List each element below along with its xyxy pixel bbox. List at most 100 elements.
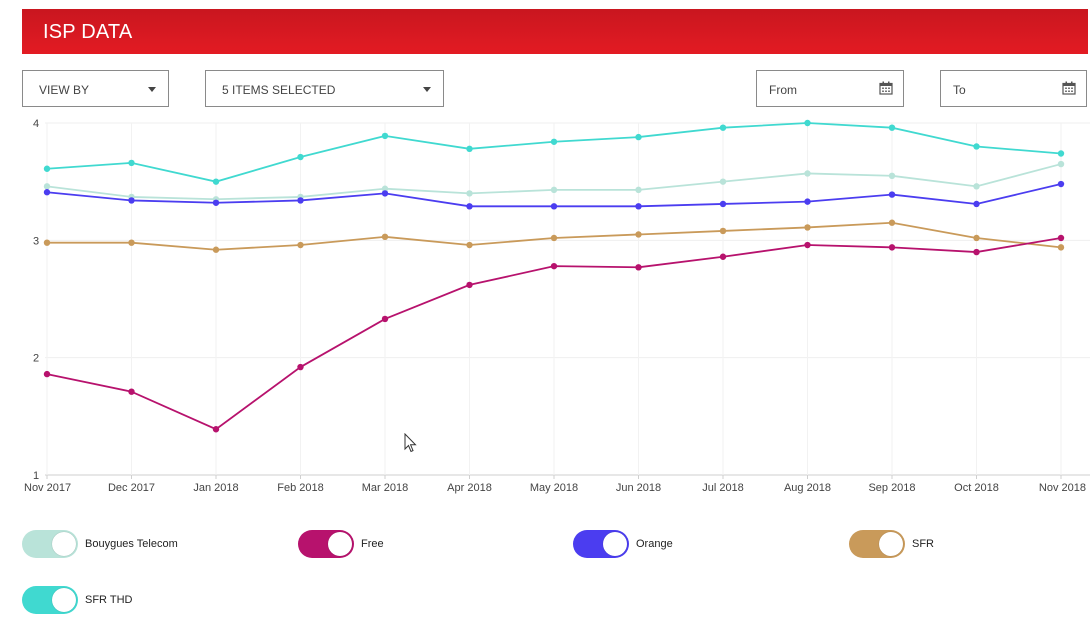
legend-item-sfr[interactable]: SFR <box>849 530 934 558</box>
data-point-free <box>297 363 304 371</box>
data-point-sfr-thd <box>466 145 473 153</box>
toggle-knob <box>52 532 76 556</box>
calendar-icon[interactable] <box>1062 81 1076 95</box>
data-point-free <box>212 426 220 433</box>
data-point-sfr-thd <box>1057 150 1065 157</box>
legend-item-free[interactable]: Free <box>298 530 384 558</box>
data-point-sfr-thd <box>297 153 304 161</box>
data-point-sfr <box>973 234 980 242</box>
view-by-dropdown[interactable]: VIEW BY <box>22 70 169 107</box>
data-point-sfr <box>43 239 51 246</box>
chevron-down-icon <box>423 87 431 92</box>
data-point-sfr-thd <box>128 159 135 167</box>
legend-label: Bouygues Telecom <box>85 538 178 550</box>
data-point-orange <box>297 197 304 204</box>
data-point-sfr-thd <box>973 143 980 150</box>
data-point-orange <box>466 203 473 210</box>
data-point-free <box>466 281 473 289</box>
legend-label: SFR THD <box>85 594 133 606</box>
data-point-orange <box>888 191 896 198</box>
data-point-orange <box>381 190 389 197</box>
data-point-sfr-thd <box>550 138 558 145</box>
data-point-bouygues-telecom <box>466 190 473 197</box>
data-point-sfr <box>719 227 727 235</box>
to-date-input[interactable]: To <box>940 70 1087 107</box>
y-tick-label: 1 <box>33 470 39 482</box>
data-point-orange <box>719 200 727 208</box>
data-point-orange <box>804 198 811 205</box>
x-tick-label: Apr 2018 <box>447 482 492 494</box>
page-title: ISP DATA <box>43 21 133 43</box>
x-tick-label: Dec 2017 <box>108 482 155 494</box>
data-point-sfr <box>550 234 558 242</box>
x-tick-label: Sep 2018 <box>868 482 915 494</box>
data-point-sfr <box>804 224 811 231</box>
data-point-bouygues-telecom <box>635 186 642 194</box>
data-point-sfr <box>466 241 473 249</box>
data-point-free <box>43 370 51 378</box>
data-point-bouygues-telecom <box>719 178 727 185</box>
data-point-free <box>128 388 135 395</box>
data-point-bouygues-telecom <box>888 172 896 179</box>
legend-item-bouygues-telecom[interactable]: Bouygues Telecom <box>22 530 178 558</box>
toggle-knob <box>879 532 903 556</box>
data-point-bouygues-telecom <box>550 186 558 194</box>
toggle-knob <box>328 532 352 556</box>
data-point-bouygues-telecom <box>804 170 811 177</box>
data-point-sfr-thd <box>804 119 811 127</box>
legend-item-orange[interactable]: Orange <box>573 530 673 558</box>
y-tick-label: 4 <box>33 118 39 130</box>
data-point-sfr-thd <box>43 165 51 172</box>
x-tick-label: Nov 2017 <box>24 482 71 494</box>
calendar-icon[interactable] <box>879 81 893 95</box>
data-point-bouygues-telecom <box>973 183 980 190</box>
items-selected-dropdown[interactable]: 5 ITEMS SELECTED <box>205 70 444 107</box>
from-date-input[interactable]: From <box>756 70 904 107</box>
toggle-switch[interactable] <box>22 530 78 558</box>
line-chart: 1 2 3 4 Nov 2017 Dec 2017 Jan 2018 Feb 2018 Mar … <box>24 118 1090 494</box>
x-tick-label: Feb 2018 <box>277 482 323 494</box>
toggle-knob <box>603 532 627 556</box>
y-tick-label: 3 <box>33 235 39 247</box>
data-point-bouygues-telecom <box>43 183 51 190</box>
data-point-orange <box>43 189 51 196</box>
legend-label: SFR <box>912 538 934 550</box>
data-point-sfr <box>1057 244 1065 251</box>
x-tick-label: Nov 2018 <box>1039 482 1086 494</box>
toggle-switch[interactable] <box>22 586 78 614</box>
data-point-orange <box>212 199 220 206</box>
data-point-free <box>550 262 558 270</box>
x-tick-label: Oct 2018 <box>954 482 999 494</box>
data-point-free <box>888 244 896 251</box>
data-point-bouygues-telecom <box>381 185 389 192</box>
to-label: To <box>953 83 966 97</box>
data-point-sfr-thd <box>719 124 727 131</box>
data-point-sfr <box>381 233 389 241</box>
data-point-free <box>1057 234 1065 242</box>
data-point-free <box>719 253 727 260</box>
toggle-switch[interactable] <box>298 530 354 558</box>
view-by-label: VIEW BY <box>39 83 90 97</box>
data-point-free <box>804 241 811 249</box>
legend-label: Orange <box>636 538 673 550</box>
from-label: From <box>769 83 797 97</box>
data-point-orange <box>550 203 558 210</box>
data-point-free <box>381 315 389 323</box>
header-bar: ISP DATA <box>22 9 1088 54</box>
toggle-switch[interactable] <box>573 530 629 558</box>
data-point-free <box>973 248 980 256</box>
x-tick-label: May 2018 <box>530 482 578 494</box>
data-point-orange <box>973 200 980 208</box>
data-point-orange <box>1057 180 1065 188</box>
legend-item-sfr-thd[interactable]: SFR THD <box>22 586 132 614</box>
data-point-sfr <box>888 219 896 226</box>
data-point-orange <box>128 197 135 204</box>
data-point-sfr <box>635 231 642 238</box>
items-selected-label: 5 ITEMS SELECTED <box>222 83 336 97</box>
toggle-switch[interactable] <box>849 530 905 558</box>
x-tick-label: Jun 2018 <box>616 482 661 494</box>
mouse-pointer-icon <box>404 433 417 453</box>
x-tick-label: Jul 2018 <box>702 482 744 494</box>
toggle-knob <box>52 588 76 612</box>
data-point-bouygues-telecom <box>1057 160 1065 168</box>
